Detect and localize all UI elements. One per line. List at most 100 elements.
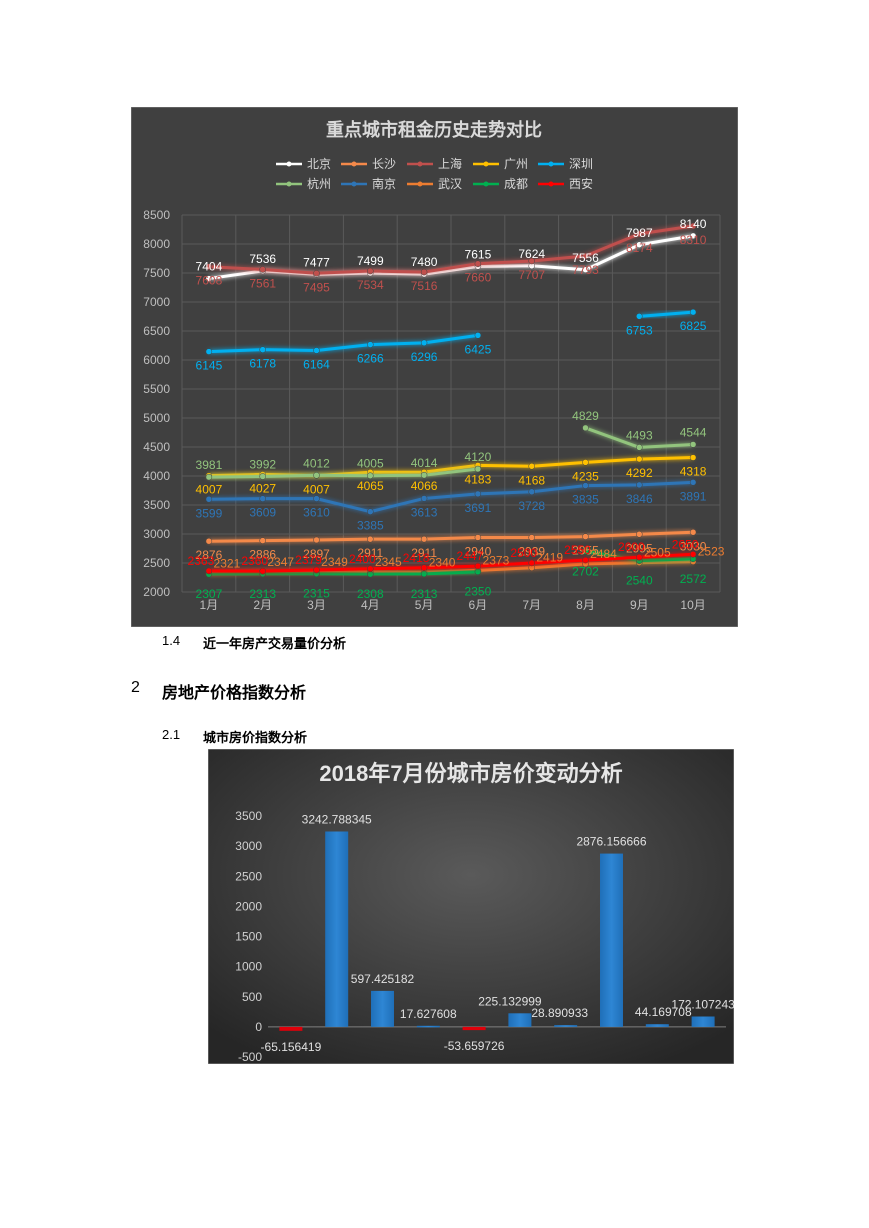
data-label: 3728 (518, 499, 545, 513)
data-point (582, 459, 589, 466)
y-tick-label: 4000 (143, 469, 170, 483)
bar (645, 1024, 669, 1027)
section-title: 近一年房产交易量价分析 (203, 636, 347, 651)
data-label: 225.132999 (478, 994, 542, 1008)
data-label: 44.169708 (635, 1005, 692, 1019)
y-tick-label: 1500 (235, 930, 262, 944)
data-label: 2360 (241, 554, 268, 568)
data-label: 7534 (357, 278, 384, 292)
bar (325, 831, 349, 1027)
data-point (636, 553, 643, 561)
data-label: 3613 (411, 505, 438, 519)
data-label: 2400 (349, 552, 376, 566)
data-label: 7536 (249, 252, 276, 266)
data-point (582, 252, 589, 260)
y-tick-label: 6000 (143, 353, 170, 367)
section-title: 房地产价格指数分析 (162, 685, 307, 702)
data-label: 6425 (465, 342, 492, 356)
data-point (367, 535, 374, 543)
data-label: 4493 (626, 428, 653, 442)
data-label: 2313 (411, 587, 438, 601)
x-tick-label: 8月 (576, 598, 595, 612)
data-point (582, 266, 589, 274)
data-point (689, 232, 697, 240)
y-tick-label: -500 (238, 1050, 262, 1064)
x-tick-label: 7月 (522, 598, 541, 612)
data-point (528, 463, 535, 470)
data-point (259, 473, 266, 480)
data-point (689, 551, 697, 558)
data-point (259, 567, 266, 575)
data-label: 7561 (249, 276, 276, 290)
data-label: 2911 (357, 546, 383, 560)
x-tick-label: 5月 (415, 598, 434, 612)
data-label: 2347 (267, 555, 294, 569)
legend-marker (286, 161, 292, 167)
data-label: 2340 (429, 555, 456, 569)
data-point (474, 332, 482, 339)
data-point (205, 496, 213, 503)
data-label: 4292 (626, 466, 653, 480)
data-label: 2523 (698, 545, 725, 559)
data-point (528, 534, 535, 541)
y-tick-label: 3000 (235, 839, 262, 853)
data-label: 3891 (680, 489, 707, 503)
data-label: 2505 (644, 546, 671, 560)
data-label: 6266 (357, 352, 384, 366)
data-label: 2876 (196, 548, 223, 562)
data-point (636, 444, 643, 451)
data-point (689, 308, 697, 316)
bar (554, 1025, 578, 1027)
data-label: 6145 (196, 359, 223, 373)
y-tick-label: 500 (242, 990, 262, 1004)
x-tick-label: 9月 (630, 598, 649, 612)
legend-label: 杭州 (307, 176, 331, 191)
series-line (208, 333, 479, 354)
data-label: 8310 (680, 233, 707, 247)
legend-marker (286, 181, 292, 187)
data-label: 2572 (680, 572, 707, 586)
legend-label: 北京 (307, 157, 331, 171)
data-label: 7556 (572, 251, 599, 265)
data-label: 4014 (411, 456, 438, 470)
bar (279, 1026, 303, 1031)
data-label: 7608 (196, 274, 223, 288)
data-label: 4544 (680, 425, 707, 439)
data-point (636, 531, 643, 538)
x-tick-label: 1月 (200, 598, 219, 612)
data-point (420, 268, 428, 276)
legend-marker (417, 181, 423, 187)
legend-label: 成都 (504, 177, 528, 191)
data-label: 172.107243 (671, 998, 734, 1012)
section-number: 2 (131, 679, 140, 696)
legend-label: 南京 (372, 176, 396, 191)
data-label: 6753 (626, 323, 653, 337)
data-label: 2886 (249, 548, 276, 562)
data-label: 3242.788345 (302, 812, 372, 826)
data-label: 4120 (465, 450, 492, 464)
section-title: 城市房价指数分析 (203, 730, 308, 745)
y-tick-label: 2500 (143, 556, 170, 570)
bar (600, 853, 623, 1027)
data-point (205, 348, 213, 355)
series-深圳 (205, 308, 697, 355)
data-point (205, 473, 213, 481)
data-point (313, 472, 320, 479)
data-point (528, 488, 535, 496)
data-point (636, 455, 643, 463)
data-point (582, 533, 589, 540)
data-point (205, 263, 213, 270)
data-label: 2321 (214, 556, 241, 570)
data-label: 3846 (626, 492, 653, 506)
data-label: 7615 (465, 247, 492, 261)
data-label: 2419 (536, 551, 563, 565)
data-point (420, 535, 428, 543)
data-point (582, 482, 589, 489)
legend-marker (548, 181, 554, 187)
series-line (208, 480, 694, 514)
data-label: 2350 (465, 585, 492, 599)
data-label: 7404 (196, 260, 223, 274)
legend-marker (351, 161, 357, 167)
y-tick-label: 2000 (143, 585, 170, 599)
legend-label: 长沙 (372, 157, 396, 171)
